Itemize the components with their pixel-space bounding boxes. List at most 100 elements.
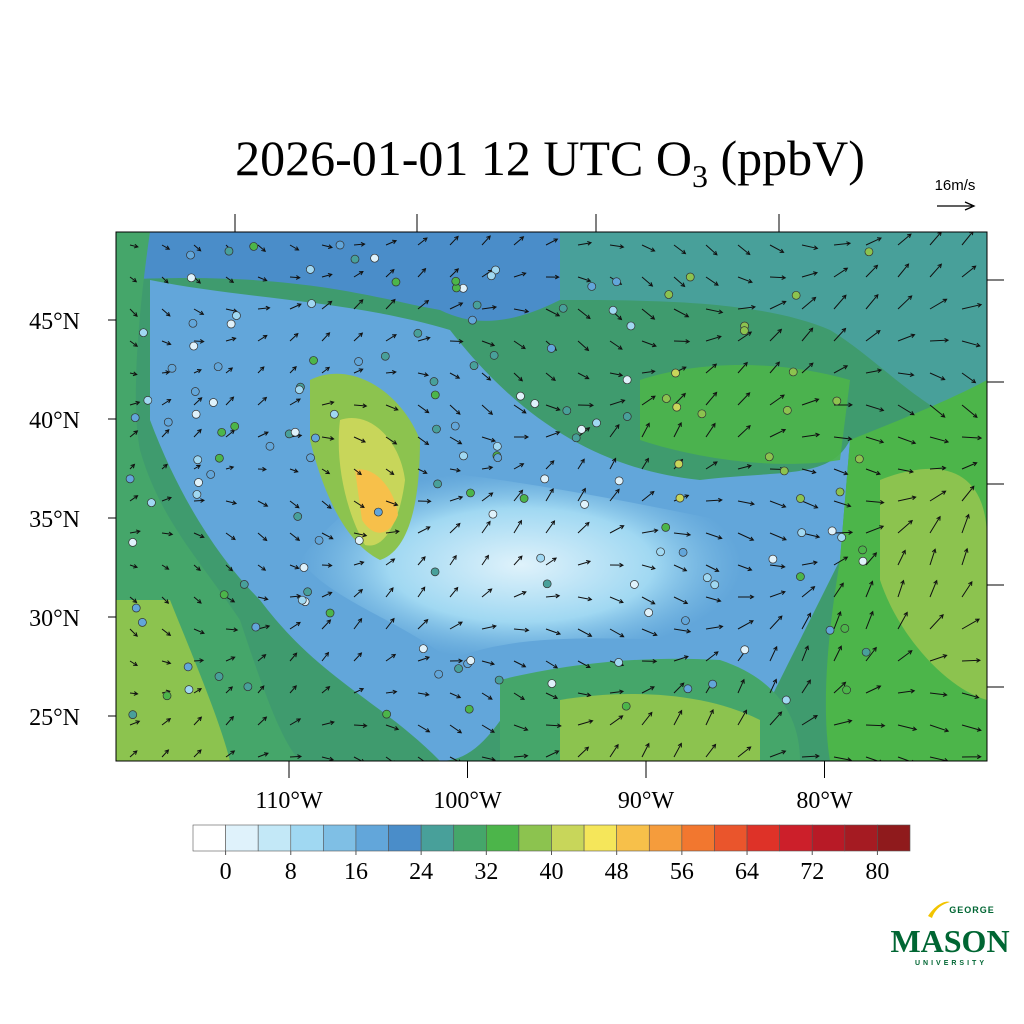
wind-arrow [353, 299, 364, 310]
wind-arrow [737, 392, 751, 406]
wind-arrow [225, 564, 234, 572]
wind-arrow [161, 749, 170, 758]
station [855, 454, 864, 464]
wind-arrow [353, 532, 368, 538]
wind-arrow [513, 372, 524, 382]
wind-arrow [417, 691, 430, 697]
station [614, 476, 624, 486]
wind-arrow [833, 645, 842, 662]
wind-arrow [225, 715, 235, 726]
wind-arrow [577, 308, 591, 320]
wind-arrow [321, 563, 333, 568]
station [697, 409, 707, 419]
wind-arrow [609, 562, 625, 568]
wind-arrow [545, 308, 561, 317]
lon-tick-label: 100°W [433, 788, 502, 814]
station [434, 669, 444, 679]
wind-arrow [353, 652, 363, 662]
wind-arrow [705, 532, 723, 540]
wind-arrow [321, 720, 335, 726]
wind-arrow [513, 627, 530, 633]
colorbar-tick-label: 32 [474, 859, 498, 885]
wind-arrow [129, 463, 136, 470]
wind-arrow [961, 485, 975, 502]
wind-arrow [257, 532, 268, 542]
station [335, 240, 345, 250]
station [451, 276, 461, 286]
station [306, 265, 315, 274]
colorbar-bin [453, 824, 487, 852]
wind-arrow [161, 398, 172, 406]
wind-arrow [929, 298, 948, 310]
wind-arrow [449, 404, 461, 415]
wind-arrow [449, 372, 461, 379]
wind-arrow [289, 244, 300, 251]
wind-arrow [129, 243, 139, 249]
wind-arrow [193, 749, 202, 758]
logo-main: MASON [890, 923, 1009, 959]
station [516, 391, 525, 401]
colorbar-tick-label: 48 [605, 859, 629, 885]
map-frame [115, 231, 988, 762]
station [429, 377, 439, 386]
station [125, 474, 135, 484]
wind-arrow [897, 495, 917, 502]
wind-arrow [417, 299, 430, 310]
wind-arrow [289, 500, 300, 509]
wind-arrow [481, 520, 491, 534]
station [139, 328, 148, 338]
wind-arrow [193, 564, 201, 572]
wind-arrow [385, 617, 395, 630]
wind-arrow [737, 678, 745, 694]
wind-arrow [769, 564, 786, 569]
wind-arrow [385, 268, 395, 278]
wind-arrow [417, 556, 426, 566]
wind-arrow [257, 596, 269, 601]
title-tail: (ppbV) [708, 130, 865, 186]
wind-arrow [257, 654, 267, 662]
station [664, 290, 674, 299]
wind-arrow [961, 340, 981, 348]
wind-arrow [833, 582, 844, 598]
wind-arrow [737, 304, 756, 310]
wind-arrow [481, 436, 496, 443]
station [675, 493, 685, 503]
wind-arrow [641, 596, 656, 605]
wind-arrow [225, 627, 239, 633]
wind-arrow [449, 495, 464, 502]
wind-arrow [577, 719, 594, 726]
wind-arrow [609, 488, 620, 502]
wind-arrow [865, 525, 885, 534]
wind-arrow [545, 660, 559, 669]
wind-arrow [961, 754, 982, 760]
wind-arrow [513, 434, 530, 440]
wind-arrow [897, 436, 917, 445]
wind-arrow [801, 468, 817, 475]
station [433, 479, 442, 489]
wind-arrow [193, 464, 202, 470]
wind-arrow [897, 579, 905, 598]
wind-arrow [481, 692, 493, 700]
wind-arrow [577, 660, 591, 668]
wind-arrow [385, 587, 394, 598]
wind-arrow [705, 244, 718, 256]
wind-arrow [897, 372, 915, 378]
lat-tick-label: 40°N [29, 408, 80, 434]
wind-arrow [417, 724, 431, 733]
station [685, 272, 695, 282]
wind-arrow [225, 532, 236, 541]
wind-arrow [577, 372, 590, 380]
wind-arrow [545, 557, 557, 566]
station [681, 616, 690, 625]
wind-arrow [513, 519, 522, 534]
wind-arrow [193, 397, 203, 406]
station [493, 441, 502, 451]
station [128, 710, 138, 719]
wind-arrow [353, 500, 365, 508]
station [710, 580, 720, 590]
wind-arrow [129, 720, 141, 726]
wind-arrow [641, 244, 656, 252]
wind-arrow [545, 460, 555, 470]
station [311, 433, 320, 443]
wind-arrow [289, 718, 302, 726]
